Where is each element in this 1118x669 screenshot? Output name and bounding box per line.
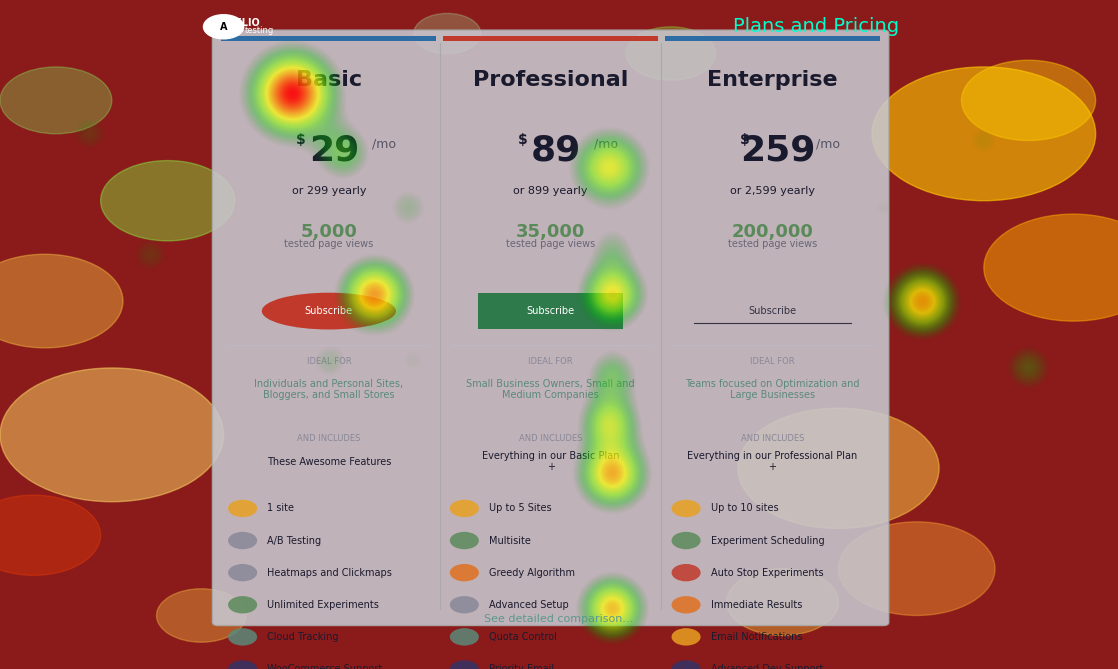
Text: 5,000: 5,000 (301, 223, 358, 241)
Text: Experiment Scheduling: Experiment Scheduling (711, 536, 824, 545)
Bar (221, 36, 436, 41)
Circle shape (449, 500, 479, 517)
Text: /mo: /mo (594, 137, 618, 151)
Circle shape (0, 495, 101, 575)
Text: Unlimited Experiments: Unlimited Experiments (267, 600, 379, 609)
Text: Advanced Setup: Advanced Setup (489, 600, 569, 609)
Text: WooCommerce Support: WooCommerce Support (267, 664, 382, 669)
Text: Teams focused on Optimization and
Large Businesses: Teams focused on Optimization and Large … (685, 379, 860, 400)
Text: Enterprise: Enterprise (707, 70, 837, 90)
Text: $: $ (518, 134, 528, 147)
Text: These Awesome Features: These Awesome Features (267, 457, 391, 466)
Text: 259: 259 (740, 134, 816, 167)
Circle shape (449, 628, 479, 646)
Circle shape (101, 161, 235, 241)
Text: Subscribe: Subscribe (527, 306, 575, 316)
Circle shape (672, 564, 701, 581)
Text: tested page views: tested page views (728, 240, 817, 249)
Circle shape (727, 569, 838, 636)
Text: Email Notifications: Email Notifications (711, 632, 803, 642)
Circle shape (414, 13, 481, 54)
Text: /mo: /mo (372, 137, 396, 151)
Circle shape (672, 628, 701, 646)
Text: Professional: Professional (473, 70, 628, 90)
Bar (443, 36, 659, 41)
Circle shape (228, 564, 257, 581)
Text: /mo: /mo (816, 137, 840, 151)
Circle shape (961, 60, 1096, 140)
Ellipse shape (262, 293, 396, 330)
Text: 29: 29 (310, 134, 360, 167)
Text: $: $ (296, 134, 306, 147)
Text: Basic: Basic (296, 70, 362, 90)
Text: $: $ (739, 134, 749, 147)
Text: 1 site: 1 site (267, 504, 294, 513)
Circle shape (449, 596, 479, 613)
Circle shape (872, 67, 1096, 201)
FancyBboxPatch shape (212, 30, 889, 626)
Text: See detailed comparison...: See detailed comparison... (484, 614, 634, 624)
Circle shape (838, 522, 995, 615)
Text: Priority Email: Priority Email (489, 664, 555, 669)
Text: Advanced Dev Support: Advanced Dev Support (711, 664, 823, 669)
Text: NELIO: NELIO (227, 19, 260, 28)
Bar (479, 293, 624, 329)
Circle shape (449, 660, 479, 669)
Text: Small Business Owners, Small and
Medium Companies: Small Business Owners, Small and Medium … (466, 379, 635, 400)
Circle shape (0, 254, 123, 348)
Text: Everything in our Professional Plan
+: Everything in our Professional Plan + (688, 451, 858, 472)
Circle shape (228, 532, 257, 549)
Circle shape (449, 564, 479, 581)
Text: Individuals and Personal Sites,
Bloggers, and Small Stores: Individuals and Personal Sites, Bloggers… (254, 379, 404, 400)
Circle shape (157, 589, 246, 642)
Circle shape (984, 214, 1118, 321)
Text: Immediate Results: Immediate Results (711, 600, 802, 609)
Text: or 2,599 yearly: or 2,599 yearly (730, 186, 815, 195)
Text: Multisite: Multisite (489, 536, 531, 545)
Text: IDEAL FOR: IDEAL FOR (529, 357, 572, 366)
Text: IDEAL FOR: IDEAL FOR (306, 357, 351, 366)
Circle shape (672, 660, 701, 669)
Text: 200,000: 200,000 (731, 223, 813, 241)
Text: testing: testing (245, 25, 274, 35)
Circle shape (672, 596, 701, 613)
Text: Subscribe: Subscribe (305, 306, 353, 316)
Text: tested page views: tested page views (506, 240, 595, 249)
Text: Everything in our Basic Plan
+: Everything in our Basic Plan + (482, 451, 619, 472)
Circle shape (672, 532, 701, 549)
Circle shape (449, 532, 479, 549)
Text: AND INCLUDES: AND INCLUDES (519, 434, 582, 443)
Text: AND INCLUDES: AND INCLUDES (740, 434, 804, 443)
Text: Up to 5 Sites: Up to 5 Sites (489, 504, 551, 513)
Text: Cloud Tracking: Cloud Tracking (267, 632, 339, 642)
Text: Greedy Algorithm: Greedy Algorithm (489, 568, 575, 577)
Text: or 899 yearly: or 899 yearly (513, 186, 588, 195)
Text: A: A (220, 22, 227, 31)
Circle shape (228, 500, 257, 517)
Text: Up to 10 sites: Up to 10 sites (711, 504, 778, 513)
Circle shape (672, 500, 701, 517)
Circle shape (0, 67, 112, 134)
Text: Plans and Pricing: Plans and Pricing (733, 17, 899, 36)
Text: A/B Testing: A/B Testing (267, 536, 321, 545)
Text: 35,000: 35,000 (515, 223, 586, 241)
Circle shape (203, 15, 244, 39)
Text: or 299 yearly: or 299 yearly (292, 186, 366, 195)
Text: Quota Control: Quota Control (489, 632, 557, 642)
Text: IDEAL FOR: IDEAL FOR (750, 357, 795, 366)
Text: Subscribe: Subscribe (748, 306, 796, 316)
Text: 89: 89 (531, 134, 581, 167)
Text: AND INCLUDES: AND INCLUDES (297, 434, 361, 443)
Circle shape (228, 660, 257, 669)
Text: tested page views: tested page views (284, 240, 373, 249)
Text: Heatmaps and Clickmaps: Heatmaps and Clickmaps (267, 568, 392, 577)
Circle shape (626, 27, 716, 80)
Circle shape (228, 596, 257, 613)
Circle shape (0, 368, 224, 502)
Bar (665, 36, 880, 41)
Text: Auto Stop Experiments: Auto Stop Experiments (711, 568, 823, 577)
Circle shape (228, 628, 257, 646)
Circle shape (738, 408, 939, 529)
